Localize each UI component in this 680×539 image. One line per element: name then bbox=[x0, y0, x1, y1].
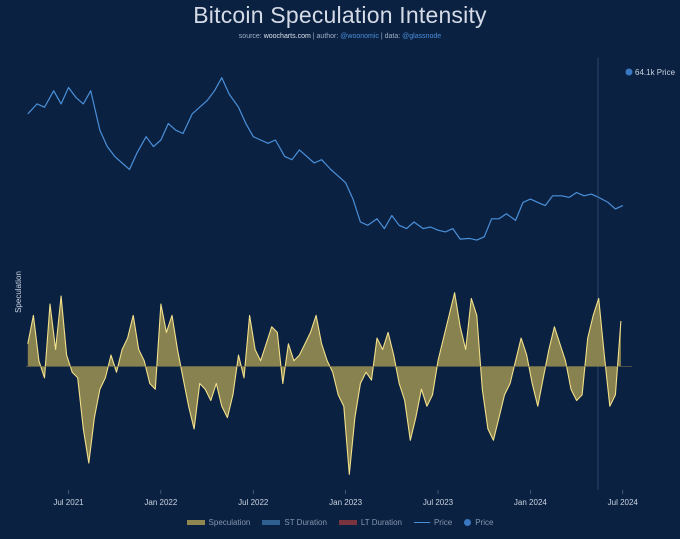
source-label: source: bbox=[238, 33, 262, 40]
x-tick-label: Jul 2024 bbox=[608, 498, 639, 507]
price-end-point bbox=[625, 68, 633, 76]
speculation-line bbox=[27, 292, 622, 475]
legend-item-lt-duration[interactable]: LT Duration bbox=[338, 518, 402, 527]
author-label: author: bbox=[316, 33, 339, 40]
separator: | bbox=[380, 33, 383, 40]
legend-label: Price bbox=[475, 518, 494, 527]
legend-item-price[interactable]: Price bbox=[464, 518, 493, 527]
legend-label: LT Duration bbox=[360, 518, 402, 527]
x-tick-label: Jul 2022 bbox=[238, 498, 269, 507]
price-line bbox=[27, 77, 624, 241]
x-tick-label: Jan 2024 bbox=[514, 498, 547, 507]
source-link[interactable]: woocharts.com bbox=[263, 33, 311, 40]
legend: Speculation ST Duration LT Duration Price Pr… bbox=[0, 518, 680, 527]
x-tick-label: Jan 2022 bbox=[144, 498, 177, 507]
x-tick-label: Jan 2023 bbox=[329, 498, 362, 507]
x-tick-label: Jul 2021 bbox=[53, 498, 84, 507]
legend-label: Price bbox=[433, 518, 453, 527]
legend-label: Speculation bbox=[208, 518, 251, 527]
legend-swatch bbox=[262, 520, 281, 525]
legend-swatch bbox=[413, 522, 430, 523]
legend-item-st-duration[interactable]: ST Duration bbox=[262, 518, 327, 527]
chart-title: Bitcoin Speculation Intensity bbox=[193, 2, 487, 28]
speculation-area bbox=[27, 292, 621, 475]
speculation-axis-label: Speculation bbox=[14, 271, 23, 313]
chart-subtitle: source: woocharts.com | author: @woonomi… bbox=[0, 33, 680, 40]
data-source-link[interactable]: @glassnode bbox=[402, 33, 442, 40]
x-tick-label: Jul 2023 bbox=[423, 498, 454, 507]
legend-swatch bbox=[186, 520, 205, 525]
legend-item-price[interactable]: Price bbox=[413, 518, 453, 527]
legend-swatch bbox=[464, 519, 472, 526]
legend-swatch bbox=[338, 520, 357, 525]
data-label: data: bbox=[384, 33, 401, 40]
author-link[interactable]: @woonomic bbox=[340, 33, 379, 40]
legend-item-speculation[interactable]: Speculation bbox=[186, 518, 251, 527]
separator: | bbox=[312, 33, 315, 40]
price-value-label: 64.1k Price bbox=[635, 68, 676, 77]
legend-label: ST Duration bbox=[284, 518, 327, 527]
